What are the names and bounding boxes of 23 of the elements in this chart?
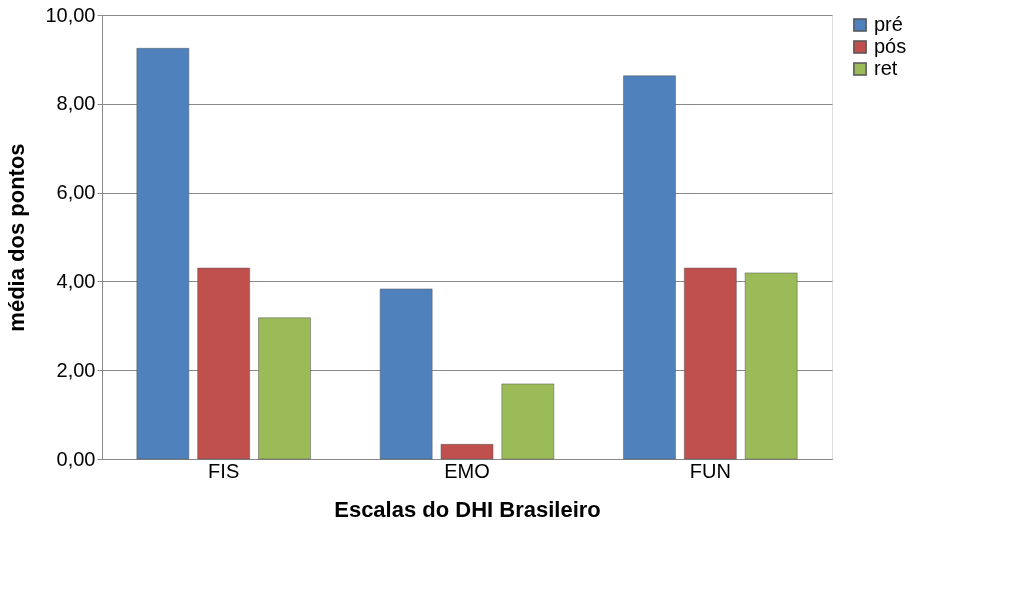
- y-tick-label: 10,00: [45, 3, 96, 26]
- y-tick-label: 6,00: [56, 181, 96, 204]
- legend-label: ret: [874, 57, 898, 79]
- bar: [379, 288, 433, 460]
- y-tick-label: 0,00: [56, 447, 96, 470]
- x-tick-label: FUN: [689, 459, 731, 482]
- bar: [197, 267, 250, 460]
- bar: [501, 383, 555, 460]
- bar: [684, 267, 737, 460]
- y-tick-label: 2,00: [56, 358, 96, 381]
- legend-label: pós: [874, 35, 907, 57]
- bar: [623, 75, 676, 460]
- x-tick-label: EMO: [444, 459, 490, 482]
- bar: [258, 317, 311, 460]
- bar: [744, 272, 798, 460]
- y-tick-label: 8,00: [56, 92, 96, 115]
- x-axis-title: Escalas do DHI Brasileiro: [334, 496, 601, 522]
- bar: [136, 48, 190, 460]
- bar: [440, 444, 494, 460]
- legend-label: pré: [874, 13, 903, 35]
- y-tick-label: 4,00: [56, 269, 96, 292]
- y-axis-title: média dos pontos: [4, 143, 30, 332]
- x-tick-label: FIS: [208, 459, 240, 482]
